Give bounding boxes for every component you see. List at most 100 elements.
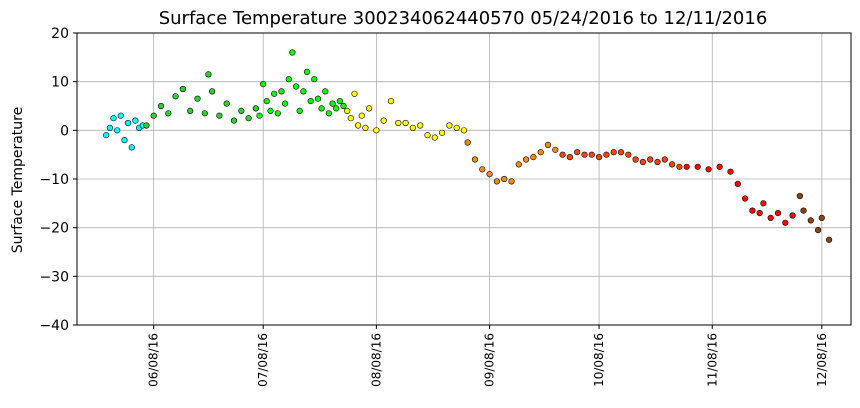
data-point [749, 207, 756, 214]
data-point [285, 76, 292, 83]
data-point [333, 105, 340, 112]
data-point [647, 156, 654, 163]
data-point [172, 93, 179, 100]
data-point [654, 158, 661, 166]
data-point [329, 100, 336, 107]
y-tick-label: −10 [39, 172, 69, 188]
data-point [625, 151, 632, 158]
y-tick-label: −40 [39, 318, 69, 334]
data-point [114, 127, 121, 134]
data-point [705, 166, 712, 173]
data-point [238, 107, 245, 114]
y-axis-ticks: 20 10 0 −10 −20 −30 −40 [39, 26, 77, 334]
data-point [150, 112, 157, 119]
data-point [453, 124, 460, 131]
data-point [194, 95, 201, 102]
data-point [825, 236, 833, 243]
series-0 [103, 112, 146, 151]
data-point [325, 110, 333, 117]
data-point [318, 105, 325, 112]
data-point [336, 97, 344, 105]
data-point [260, 80, 267, 88]
y-tick-label: −20 [39, 221, 69, 237]
data-point [479, 166, 486, 173]
data-point [814, 227, 822, 234]
x-tick-label: 11/08/16 [705, 333, 719, 387]
data-point [574, 149, 581, 156]
data-point [362, 124, 369, 131]
data-point [818, 214, 825, 221]
data-point [756, 210, 763, 217]
data-point [351, 90, 358, 97]
data-point [796, 192, 804, 200]
data-point [782, 219, 789, 226]
data-point [493, 178, 501, 185]
data-point [322, 88, 329, 95]
data-point [307, 97, 314, 105]
data-point [639, 158, 647, 166]
data-point [344, 107, 351, 114]
x-axis-ticks: 06/08/16 07/08/16 08/08/16 09/08/16 10/08/16… [147, 325, 829, 387]
data-point [216, 112, 223, 119]
data-point [106, 124, 113, 131]
data-point [417, 122, 424, 129]
data-point [581, 151, 588, 158]
y-tick-label: 0 [60, 123, 69, 139]
data-point [559, 151, 566, 158]
data-point [789, 212, 796, 219]
data-point [501, 175, 508, 183]
data-point [610, 149, 617, 156]
data-point [380, 117, 387, 124]
data-point [256, 112, 263, 119]
data-point [760, 200, 767, 207]
data-point [774, 210, 782, 217]
data-point [125, 119, 132, 127]
data-point [340, 102, 347, 110]
data-point [314, 95, 322, 102]
data-point [544, 141, 552, 148]
series-1 [143, 71, 259, 129]
data-point [464, 139, 471, 146]
data-point [431, 134, 438, 141]
data-point [205, 71, 212, 78]
data-point [373, 127, 380, 134]
data-point [741, 195, 749, 202]
series-7 [796, 192, 833, 243]
data-point [267, 107, 274, 114]
series-3 [344, 90, 468, 141]
data-point [402, 119, 409, 127]
y-tick-label: 10 [51, 75, 69, 91]
data-point [278, 88, 285, 95]
data-point [274, 110, 281, 117]
gridlines [77, 32, 851, 326]
data-point [387, 97, 395, 105]
data-point [128, 144, 135, 151]
series-6 [683, 163, 796, 226]
data-point [424, 132, 431, 139]
chart-title: Surface Temperature 300234062440570 05/2… [159, 8, 768, 29]
data-point [187, 107, 194, 114]
data-point [508, 178, 515, 185]
data-point [355, 122, 362, 129]
x-tick-label: 08/08/16 [369, 333, 383, 387]
plot-area [103, 49, 833, 243]
data-point [661, 156, 668, 163]
data-point [530, 154, 537, 161]
x-tick-label: 07/08/16 [256, 333, 270, 387]
y-tick-label: 20 [51, 26, 69, 42]
y-tick-label: −30 [39, 269, 69, 285]
data-point [727, 168, 734, 175]
data-point [767, 214, 774, 221]
data-point [617, 149, 625, 156]
data-point [439, 129, 446, 136]
data-point [209, 88, 216, 95]
data-point [800, 207, 807, 214]
data-point [603, 151, 610, 158]
data-point [588, 151, 595, 158]
data-point [311, 76, 318, 83]
data-point [446, 122, 453, 129]
data-point [409, 124, 417, 131]
data-point [552, 146, 559, 153]
